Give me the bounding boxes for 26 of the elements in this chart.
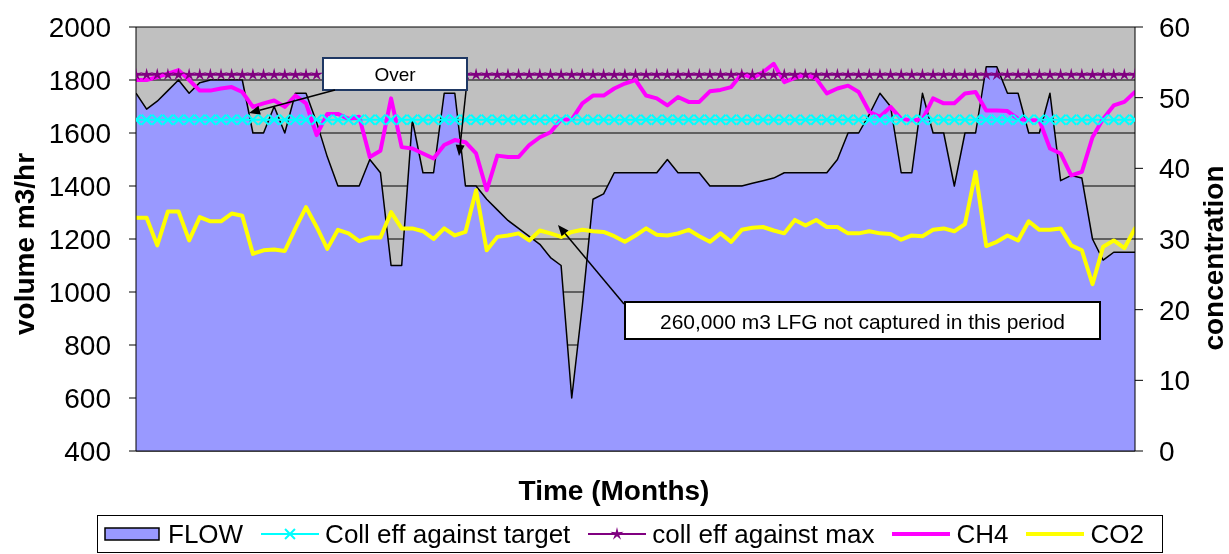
y-tick-label: 1800 <box>48 64 111 96</box>
y2-tick-label: 50 <box>1159 82 1191 114</box>
y-tick-label: 1000 <box>48 276 111 308</box>
y2-tick-label: 40 <box>1159 153 1191 185</box>
legend-label: CH4 <box>956 518 1009 550</box>
y-tick-label: 2000 <box>48 11 111 43</box>
y2-axis-title: concentration <box>1197 165 1229 351</box>
y2-tick-label: 0 <box>1159 435 1175 467</box>
y-tick-label: 600 <box>64 382 111 414</box>
annotation: 260,000 m3 LFG not captured in this period <box>659 309 1066 332</box>
legend-label: Coll eff against target <box>325 518 571 550</box>
legend-label: CO2 <box>1090 518 1144 550</box>
y2-tick-label: 60 <box>1159 11 1191 43</box>
y-tick-label: 1600 <box>48 117 111 149</box>
legend-label: coll eff against max <box>652 518 875 550</box>
y2-tick-label: 20 <box>1159 294 1191 326</box>
y-axis-title: volume m3/hr <box>8 152 40 336</box>
y-tick-label: 1200 <box>48 223 111 255</box>
y-tick-label: 1400 <box>48 170 111 202</box>
y-tick-label: 400 <box>64 435 111 467</box>
x-axis-title: Time (Months) <box>518 475 710 506</box>
y-tick-label: 800 <box>64 329 111 361</box>
y2-tick-label: 10 <box>1159 365 1191 397</box>
annotation: Over <box>374 63 417 85</box>
y2-tick-label: 30 <box>1159 223 1191 255</box>
legend-label: FLOW <box>168 518 244 550</box>
